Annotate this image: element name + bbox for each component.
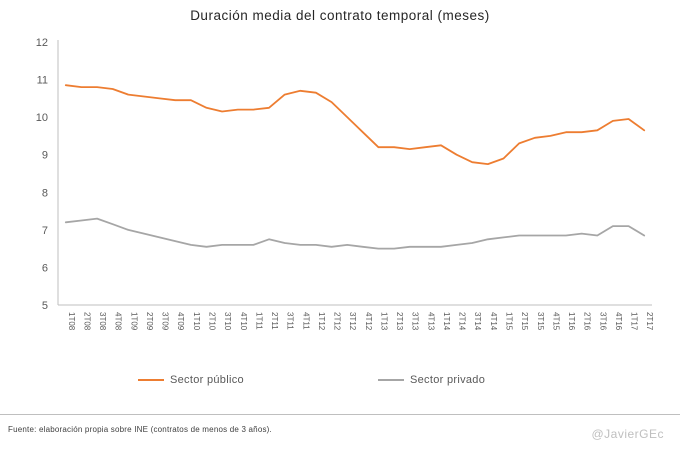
x-axis-tick-label: 1T09 xyxy=(129,312,138,331)
legend-label-private: Sector privado xyxy=(410,374,486,386)
line-chart: 5 6 7 8 9 10 11 12 1T08 2T08 3T08 4T08 1T09 2T09 3T09 4… xyxy=(36,37,654,331)
x-axis-tick-label: 3T10 xyxy=(223,312,232,331)
x-axis-tick-label: 4T09 xyxy=(176,312,185,331)
legend-marker-private-line xyxy=(378,379,404,381)
series-line-public xyxy=(64,84,646,166)
x-axis-tick-label: 4T08 xyxy=(114,312,123,331)
chart-legend: Sector público Sector privado xyxy=(0,370,680,390)
x-axis-tick-label: 2T09 xyxy=(145,312,154,331)
x-axis-tick-label: 2T13 xyxy=(395,312,404,331)
x-axis-tick-label: 2T14 xyxy=(458,312,467,331)
x-axis-tick-label: 4T14 xyxy=(489,312,498,331)
author-credit: @JavierGEc xyxy=(591,427,664,441)
x-axis-tick-label: 4T16 xyxy=(614,312,623,331)
legend-item-sector-publico: Sector público xyxy=(138,370,244,390)
y-axis-tick-label: 5 xyxy=(42,300,48,312)
x-axis-tick-label: 1T11 xyxy=(254,312,263,330)
y-axis-tick-label: 9 xyxy=(42,150,48,162)
x-axis-tick-label: 2T10 xyxy=(208,312,217,331)
footer-divider xyxy=(0,414,680,415)
series-line-private xyxy=(64,217,646,250)
legend-label-public: Sector público xyxy=(170,374,244,386)
x-axis-tick-label: 2T11 xyxy=(270,312,279,330)
y-axis-tick-label: 6 xyxy=(42,262,48,274)
x-axis-tick-label: 2T16 xyxy=(583,312,592,331)
x-axis-tick-label: 2T15 xyxy=(520,312,529,331)
legend-marker-public-line xyxy=(138,379,164,381)
x-axis-tick-label: 1T15 xyxy=(505,312,514,331)
x-axis-tick-label: 1T10 xyxy=(192,312,201,331)
x-axis-tick-label: 4T10 xyxy=(239,312,248,331)
x-axis-tick-label: 1T17 xyxy=(630,312,639,331)
x-axis-tick-label: 4T15 xyxy=(551,312,560,331)
y-axis-tick-label: 8 xyxy=(42,187,48,199)
x-axis-tick-label: 3T14 xyxy=(473,312,482,331)
x-axis-tick-label: 3T09 xyxy=(161,312,170,331)
x-axis-tick-label: 1T12 xyxy=(317,312,326,331)
x-axis-tick-label: 1T13 xyxy=(379,312,388,331)
y-axis-tick-label: 7 xyxy=(42,225,48,237)
y-axis-tick-label: 12 xyxy=(36,37,48,49)
x-axis-tick-label: 1T16 xyxy=(567,312,576,331)
y-axis-tick-label: 11 xyxy=(37,75,48,87)
source-note: Fuente: elaboración propia sobre INE (co… xyxy=(8,425,272,434)
chart-title: Duración media del contrato temporal (me… xyxy=(190,8,490,23)
x-axis-tick-label: 3T16 xyxy=(598,312,607,331)
x-axis-tick-label: 4T12 xyxy=(364,312,373,331)
x-axis-tick-label: 4T11 xyxy=(301,312,310,330)
x-axis-tick-label: 4T13 xyxy=(426,312,435,331)
x-axis-tick-label: 3T15 xyxy=(536,312,545,331)
x-axis-tick-label: 2T12 xyxy=(333,312,342,331)
x-axis-tick-label: 3T12 xyxy=(348,312,357,331)
x-axis-tick-label: 2T08 xyxy=(82,312,91,331)
x-axis-tick-label: 2T17 xyxy=(645,312,654,331)
y-axis-tick-label: 10 xyxy=(36,112,48,124)
x-axis-tick-label: 3T13 xyxy=(411,312,420,331)
x-axis-tick-label: 3T11 xyxy=(286,312,295,330)
x-axis-tick-label: 1T14 xyxy=(442,312,451,331)
x-axis-tick-label: 3T08 xyxy=(98,312,107,331)
x-axis-tick-label: 1T08 xyxy=(67,312,76,331)
legend-item-sector-privado: Sector privado xyxy=(378,370,485,390)
